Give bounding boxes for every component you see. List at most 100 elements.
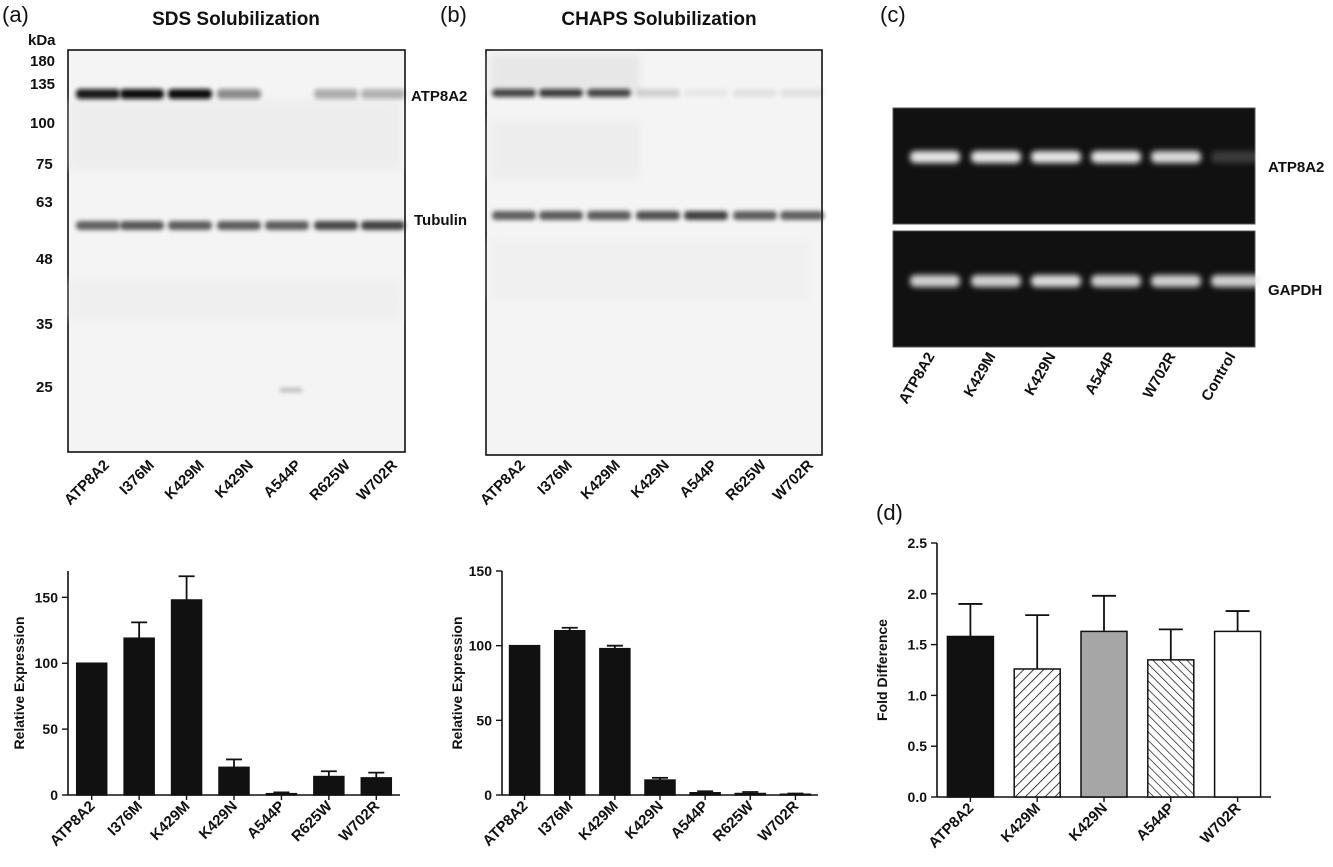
y-tick-label: 2.0	[908, 586, 928, 602]
bar	[599, 647, 631, 796]
blot-band	[492, 89, 536, 97]
y-tick-label: 100	[469, 638, 493, 654]
bar	[689, 792, 721, 796]
blot-band	[76, 221, 120, 230]
y-tick-label: 50	[42, 721, 58, 737]
x-tick-label: A544P	[668, 798, 712, 842]
y-tick-label: 150	[469, 563, 493, 579]
blot-b-lane-label: R625W	[722, 456, 770, 504]
bar	[75, 662, 108, 796]
x-tick-label: I376M	[535, 798, 577, 840]
blot-band	[733, 211, 777, 220]
protein-label-tubulin: Tubulin	[414, 212, 467, 229]
panel-a-label: (a)	[2, 2, 29, 27]
x-tick-label: A544P	[244, 798, 288, 842]
bar	[734, 792, 767, 796]
gel-band	[1151, 275, 1201, 287]
bar	[1213, 630, 1262, 798]
blot-band	[265, 221, 309, 230]
gel-band	[971, 275, 1021, 287]
blot-band	[361, 89, 405, 99]
gel-c-lane-label: Control	[1198, 350, 1239, 405]
gel-c-lanes: ATP8A2 K429M K429N A544P W702R Control	[896, 349, 1240, 406]
blot-a-lane-label: A544P	[260, 457, 304, 501]
x-tick-label: K429N	[1066, 800, 1111, 845]
x-tick-label: ATP8A2	[925, 800, 977, 852]
blot-a-bands	[76, 89, 405, 392]
x-tick-label: K429M	[998, 800, 1044, 846]
x-tick-label: K429M	[575, 798, 621, 844]
x-tick-label: K429M	[147, 798, 193, 844]
marker-75: 75	[36, 156, 53, 173]
blot-a-lane-label: K429M	[162, 457, 208, 503]
bar	[1013, 668, 1061, 798]
gel-c	[892, 107, 1261, 348]
y-tick-label: 1.5	[908, 637, 928, 653]
bar	[123, 637, 155, 796]
blot-band	[684, 211, 728, 220]
marker-135: 135	[30, 76, 55, 93]
blot-band	[120, 221, 164, 230]
x-tick-label: I376M	[104, 798, 146, 840]
y-axis-label: Fold Difference	[874, 619, 890, 721]
bar	[508, 644, 541, 796]
panel-a-title: SDS Solubilization	[152, 9, 320, 30]
blot-a-markers: 180 135 100 75 63 48 35 25	[30, 53, 55, 396]
blot-b-lanes: ATP8A2 I376M K429M K429N A544P R625W W70…	[477, 456, 817, 508]
blot-band	[361, 221, 405, 230]
marker-100: 100	[30, 115, 55, 132]
gel-c-lane-label: A544P	[1082, 350, 1120, 398]
blot-a	[67, 49, 406, 453]
gel-c-bottom	[892, 230, 1256, 348]
blot-band	[587, 89, 631, 97]
gel-label-gapdh: GAPDH	[1268, 282, 1322, 299]
gel-c-lane-label: ATP8A2	[896, 350, 939, 407]
bar	[1080, 630, 1128, 798]
blot-band	[539, 89, 583, 97]
blot-b	[485, 49, 824, 456]
blot-b-lane-label: W702R	[769, 457, 817, 505]
blot-band	[539, 211, 583, 220]
marker-35: 35	[36, 316, 53, 333]
gel-label-atp8a2: ATP8A2	[1268, 159, 1324, 176]
bar	[313, 775, 345, 796]
blot-band	[733, 89, 777, 97]
panel-b-label: (b)	[440, 2, 467, 27]
blot-band	[780, 89, 824, 97]
blot-band	[217, 89, 261, 99]
blot-band	[492, 211, 536, 220]
gel-c-lane-label: K429M	[961, 350, 1000, 400]
y-axis-label: Relative Expression	[11, 616, 27, 749]
gel-band	[971, 151, 1021, 163]
blot-band	[684, 89, 728, 97]
gel-c-top	[892, 107, 1256, 225]
x-tick-label: ATP8A2	[47, 798, 99, 850]
bar	[360, 777, 393, 796]
blot-a-lane-label: R625W	[306, 456, 354, 504]
y-tick-label: 0	[484, 787, 492, 803]
y-tick-label: 0.0	[908, 789, 928, 805]
marker-48: 48	[36, 251, 53, 268]
blot-b-lane-label: ATP8A2	[477, 457, 529, 509]
blot-band	[780, 211, 824, 220]
blot-a-lane-label: I376M	[116, 457, 158, 499]
blot-a-lanes: ATP8A2 I376M K429M K429N A544P R625W W70…	[61, 456, 401, 508]
blot-band	[314, 221, 358, 230]
gel-band	[1031, 151, 1081, 163]
gel-c-lane-label: K429N	[1021, 350, 1059, 399]
gel-c-lane-label: W702R	[1140, 349, 1180, 401]
blot-b-lane-label: K429N	[628, 457, 673, 502]
gel-band	[1211, 151, 1261, 163]
blot-a-lane-label: ATP8A2	[61, 457, 113, 509]
gel-band	[910, 275, 960, 287]
gel-band	[1151, 151, 1201, 163]
blot-band	[636, 89, 680, 97]
blot-band	[587, 211, 631, 220]
x-tick-label: W702R	[755, 798, 803, 846]
gel-band	[1031, 275, 1081, 287]
bar	[265, 792, 298, 796]
blot-band	[217, 221, 261, 230]
blot-band	[76, 89, 120, 99]
x-tick-label: A544P	[1133, 800, 1177, 844]
